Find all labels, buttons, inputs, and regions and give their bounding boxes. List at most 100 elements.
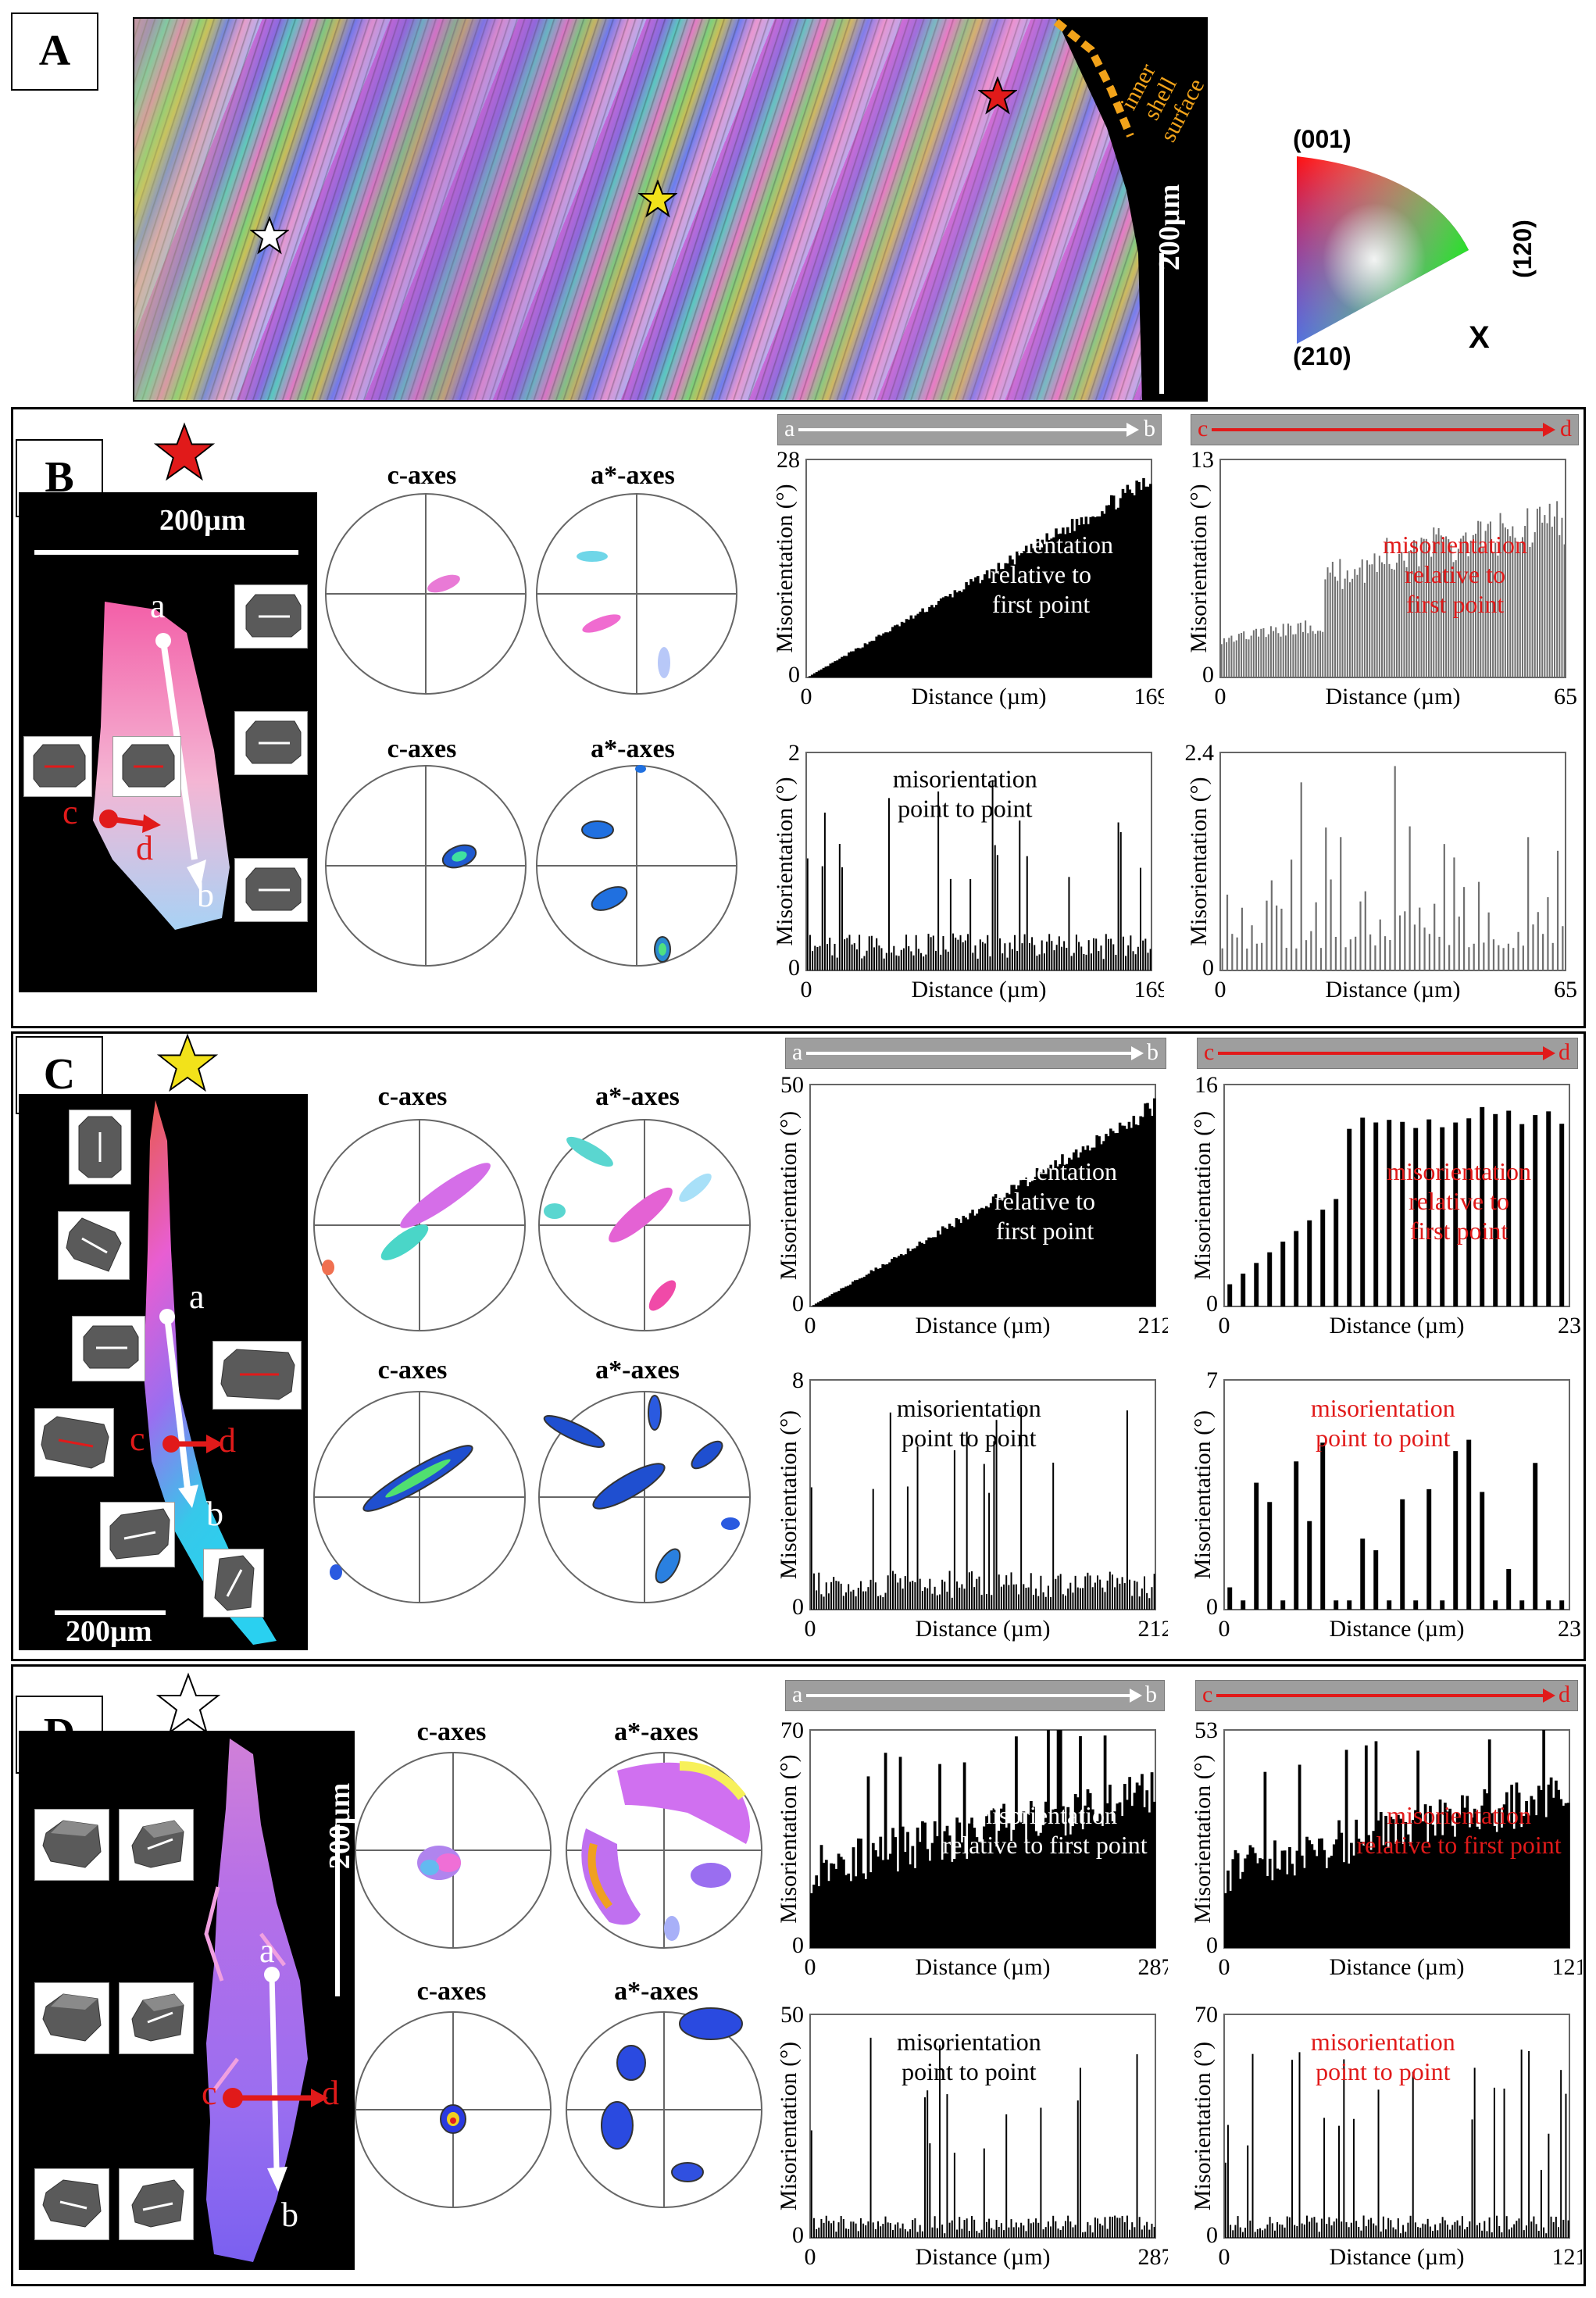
bar	[823, 2222, 825, 2238]
bar	[1442, 538, 1444, 677]
bar	[851, 944, 853, 970]
bar	[1280, 1850, 1284, 1948]
bar	[1313, 2217, 1316, 2238]
bar	[1114, 1587, 1116, 1610]
bar	[1500, 1827, 1504, 1948]
bar	[1341, 588, 1344, 677]
bar	[1527, 837, 1530, 970]
bar	[1364, 1745, 1368, 1948]
bar	[1320, 1838, 1323, 1948]
bar	[878, 945, 880, 970]
bar	[1087, 1572, 1089, 1610]
bar	[1288, 2217, 1291, 2238]
bar	[1525, 2225, 1527, 2238]
bar	[1407, 2222, 1409, 2238]
bar	[1298, 2052, 1301, 2238]
bar	[825, 1582, 827, 1610]
bar	[1456, 2220, 1459, 2238]
bar	[1015, 1188, 1018, 1306]
bar	[1038, 954, 1041, 970]
x-tick-end: 212	[1138, 1313, 1169, 1338]
bar	[1430, 556, 1433, 677]
bar	[881, 1263, 884, 1306]
bar	[1048, 934, 1051, 970]
bar	[837, 1290, 841, 1306]
bar	[1285, 948, 1287, 970]
bar	[1037, 1596, 1040, 1610]
bar	[1062, 527, 1065, 677]
bar	[1398, 553, 1401, 677]
bar	[929, 2143, 931, 2238]
bar	[1132, 1116, 1136, 1306]
bar	[1320, 2218, 1323, 2238]
bar	[1109, 2216, 1111, 2238]
bar	[903, 1851, 907, 1948]
bar	[1453, 1122, 1459, 1306]
bar	[1254, 1263, 1259, 1306]
bar	[1424, 2224, 1426, 2238]
y-tick-top: 16	[1194, 1072, 1218, 1098]
bar	[1027, 552, 1030, 677]
bar	[848, 2228, 850, 2238]
bar	[1025, 2231, 1027, 2238]
bar	[1458, 1815, 1462, 1948]
bar	[1546, 1600, 1551, 1610]
bar	[1036, 538, 1040, 677]
bar	[1540, 1789, 1543, 1948]
bar	[973, 1587, 976, 1610]
bar	[1094, 1582, 1096, 1610]
bar	[1547, 1784, 1551, 1948]
bar	[1088, 1792, 1092, 1948]
bar	[869, 1579, 872, 1610]
bar	[1254, 1482, 1259, 1610]
bar	[1484, 2221, 1486, 2238]
bar	[1374, 945, 1376, 970]
x-tick-zero: 0	[1219, 2244, 1230, 2270]
bar	[1413, 924, 1416, 970]
bar	[831, 662, 834, 677]
bar	[1482, 547, 1484, 677]
bar	[1075, 519, 1079, 677]
bar	[1267, 1502, 1273, 1610]
bar	[1330, 1855, 1334, 1948]
bar	[1431, 1824, 1434, 1948]
bar	[1141, 1117, 1144, 1306]
y-axis-label: Misorientation (°)	[772, 777, 798, 945]
bar	[1027, 2218, 1030, 2238]
bar	[1416, 1750, 1420, 1948]
bar	[1481, 2230, 1484, 2238]
bar	[855, 1279, 859, 1306]
bar	[969, 579, 973, 677]
bar	[992, 1808, 996, 1948]
bar	[1241, 2232, 1244, 2238]
bar	[1091, 1587, 1094, 1610]
bar	[1151, 1115, 1154, 1306]
bar	[884, 2216, 887, 2238]
bar	[923, 1244, 926, 1306]
bar	[896, 1871, 900, 1948]
bar	[870, 641, 874, 677]
bar	[832, 1864, 836, 1948]
bar	[859, 935, 861, 970]
bar	[1116, 2218, 1119, 2238]
chart-d-ab-point: 50 0 0 287 Distance (µm) Misorientation (°) mi…	[762, 2000, 1173, 2283]
bar	[869, 1270, 873, 1306]
bar	[1230, 2225, 1232, 2238]
bar	[1039, 1832, 1043, 1948]
bar	[1002, 953, 1004, 970]
bar	[1129, 1579, 1131, 1610]
bar	[861, 958, 863, 970]
a-axes-label: a*-axes	[591, 461, 675, 490]
bar	[1350, 2222, 1352, 2238]
bar	[1366, 560, 1369, 677]
y-tick-top: 13	[1191, 447, 1214, 473]
bar	[1099, 2223, 1101, 2238]
bar	[1376, 572, 1378, 677]
a-axes-label: a*-axes	[595, 1356, 680, 1385]
bar	[1363, 582, 1366, 677]
bar	[1023, 1584, 1025, 1610]
bar	[1250, 635, 1252, 677]
bar	[1505, 2216, 1508, 2238]
bar	[1492, 939, 1495, 970]
bar	[1378, 556, 1380, 677]
